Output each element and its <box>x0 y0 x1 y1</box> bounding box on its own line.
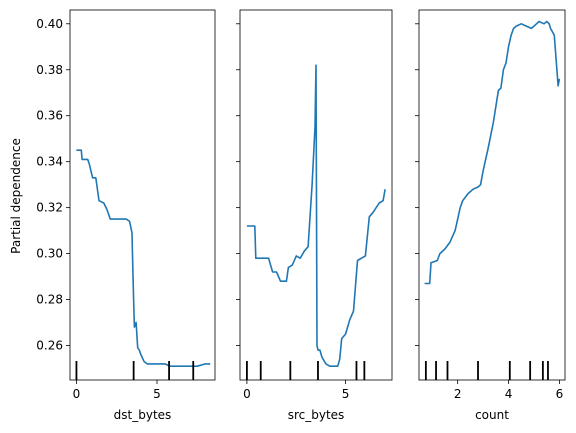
x-axis-label: dst_bytes <box>114 408 172 422</box>
axes-frame <box>69 9 216 381</box>
axes-frame <box>418 9 566 381</box>
y-tick-label: 0.28 <box>36 293 63 307</box>
x-tick-label: 2 <box>454 387 462 401</box>
x-tick-label: 5 <box>153 387 161 401</box>
panels: 0 5 0.26 0.28 0.30 0.32 0.34 0.36 0.38 0.40 dst_by… <box>36 9 566 422</box>
pd-line-2-1 <box>246 64 386 368</box>
y-tick-label: 0.36 <box>36 109 63 123</box>
panel-2: 0 5 src_bytes <box>236 9 393 422</box>
y-tick-label: 0.26 <box>36 339 63 353</box>
y-tick-label: 0.32 <box>36 201 63 215</box>
x-tick-label: 4 <box>505 387 513 401</box>
pd-line-1-1 <box>76 149 211 368</box>
x-tick-label: 0 <box>73 387 81 401</box>
panel-1: 0 5 0.26 0.28 0.30 0.32 0.34 0.36 0.38 0.40 dst_by… <box>36 9 216 422</box>
x-tick-label: 0 <box>243 387 251 401</box>
y-tick-label: 0.30 <box>36 247 63 261</box>
axes-frame <box>239 9 393 381</box>
y-tick-label: 0.40 <box>36 17 63 31</box>
x-tick-label: 5 <box>342 387 350 401</box>
x-tick-label: 6 <box>556 387 564 401</box>
y-axis-label: Partial dependence <box>9 138 23 254</box>
y-tick-label: 0.34 <box>36 155 63 169</box>
pd-line-3-1 <box>424 20 561 285</box>
x-axis-label: count <box>475 408 509 422</box>
x-axis-label: src_bytes <box>288 408 345 422</box>
y-tick-label: 0.38 <box>36 63 63 77</box>
panel-3: 2 4 6 count <box>415 9 566 422</box>
